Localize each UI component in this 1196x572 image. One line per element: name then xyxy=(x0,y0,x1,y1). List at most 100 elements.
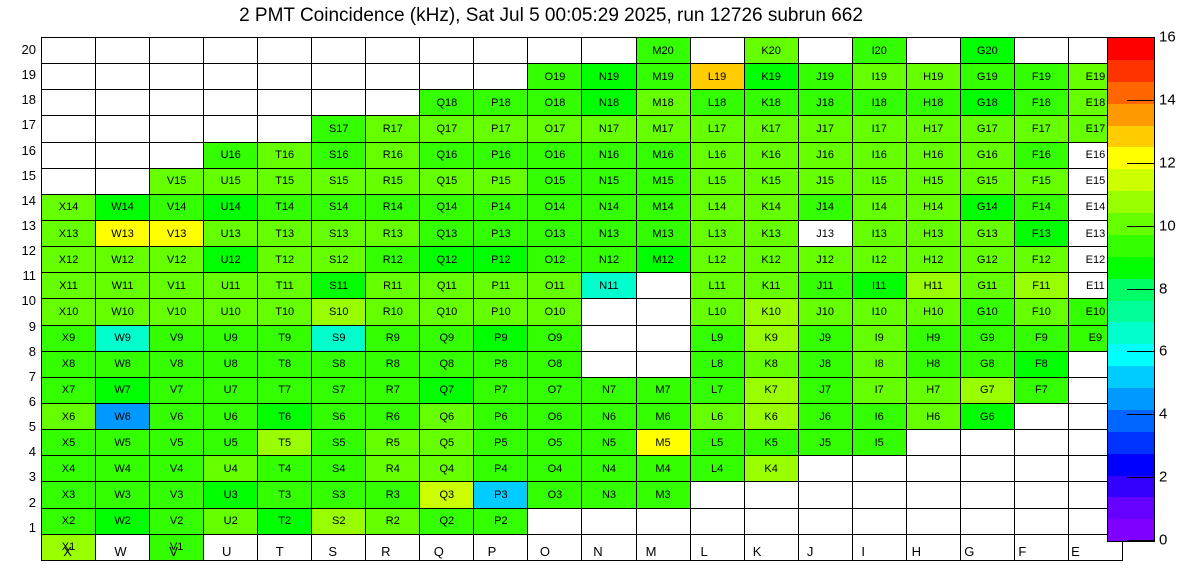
heatmap-cell-M12[interactable]: M12 xyxy=(635,246,691,274)
heatmap-cell-S2[interactable]: S2 xyxy=(311,507,367,535)
heatmap-cell-P2[interactable]: P2 xyxy=(473,507,529,535)
heatmap-cell-K10[interactable]: K10 xyxy=(743,298,799,326)
heatmap-cell-I10[interactable]: I10 xyxy=(851,298,907,326)
heatmap-cell-O12[interactable]: O12 xyxy=(527,246,583,274)
heatmap-cell-M15[interactable]: M15 xyxy=(635,167,691,195)
heatmap-cell-J5[interactable]: J5 xyxy=(797,429,853,457)
heatmap-cell-K7[interactable]: K7 xyxy=(743,376,799,404)
heatmap-cell-F13[interactable]: F13 xyxy=(1013,219,1069,248)
heatmap-cell-G12[interactable]: G12 xyxy=(959,246,1015,274)
heatmap-cell-L7[interactable]: L7 xyxy=(689,376,745,404)
heatmap-cell-U3[interactable]: U3 xyxy=(203,481,259,509)
heatmap-cell-T5[interactable]: T5 xyxy=(257,429,313,457)
heatmap-cell-I19[interactable]: I19 xyxy=(851,63,907,91)
heatmap-cell-G14[interactable]: G14 xyxy=(959,193,1015,221)
heatmap-cell-W7[interactable]: W7 xyxy=(95,376,151,404)
heatmap-cell-W10[interactable]: W10 xyxy=(95,298,151,326)
heatmap-cell-O4[interactable]: O4 xyxy=(527,455,583,483)
heatmap-cell-Q10[interactable]: Q10 xyxy=(419,298,475,326)
heatmap-cell-T4[interactable]: T4 xyxy=(257,455,313,483)
heatmap-cell-W2[interactable]: W2 xyxy=(95,507,151,535)
heatmap-cell-M19[interactable]: M19 xyxy=(635,63,691,91)
heatmap-cell-V6[interactable]: V6 xyxy=(149,402,205,431)
heatmap-cell-T9[interactable]: T9 xyxy=(257,324,313,352)
heatmap-cell-R7[interactable]: R7 xyxy=(365,376,421,404)
heatmap-cell-K8[interactable]: K8 xyxy=(743,350,799,378)
heatmap-cell-S6[interactable]: S6 xyxy=(311,402,367,431)
heatmap-cell-O14[interactable]: O14 xyxy=(527,193,583,221)
heatmap-cell-Q12[interactable]: Q12 xyxy=(419,246,475,274)
heatmap-cell-O8[interactable]: O8 xyxy=(527,350,583,378)
heatmap-cell-R15[interactable]: R15 xyxy=(365,167,421,195)
heatmap-cell-O5[interactable]: O5 xyxy=(527,429,583,457)
heatmap-cell-Q16[interactable]: Q16 xyxy=(419,141,475,169)
heatmap-cell-M20[interactable]: M20 xyxy=(635,36,691,65)
heatmap-cell-I20[interactable]: I20 xyxy=(851,36,907,65)
heatmap-cell-I14[interactable]: I14 xyxy=(851,193,907,221)
heatmap-cell-P8[interactable]: P8 xyxy=(473,350,529,378)
heatmap-cell-M16[interactable]: M16 xyxy=(635,141,691,169)
heatmap-cell-I12[interactable]: I12 xyxy=(851,246,907,274)
heatmap-cell-U9[interactable]: U9 xyxy=(203,324,259,352)
heatmap-cell-N12[interactable]: N12 xyxy=(581,246,637,274)
heatmap-cell-H13[interactable]: H13 xyxy=(905,219,961,248)
heatmap-cell-V12[interactable]: V12 xyxy=(149,246,205,274)
heatmap-cell-M5[interactable]: M5 xyxy=(635,429,691,457)
heatmap-cell-L15[interactable]: L15 xyxy=(689,167,745,195)
heatmap-cell-K16[interactable]: K16 xyxy=(743,141,799,169)
heatmap-cell-R13[interactable]: R13 xyxy=(365,219,421,248)
heatmap-cell-V9[interactable]: V9 xyxy=(149,324,205,352)
heatmap-cell-O18[interactable]: O18 xyxy=(527,89,583,117)
heatmap-cell-X6[interactable]: X6 xyxy=(40,402,97,431)
heatmap-cell-X3[interactable]: X3 xyxy=(40,481,97,509)
heatmap-cell-L19[interactable]: L19 xyxy=(689,63,745,91)
heatmap-cell-P16[interactable]: P16 xyxy=(473,141,529,169)
heatmap-cell-N6[interactable]: N6 xyxy=(581,402,637,431)
heatmap-cell-F19[interactable]: F19 xyxy=(1013,63,1069,91)
heatmap-cell-S7[interactable]: S7 xyxy=(311,376,367,404)
heatmap-cell-G19[interactable]: G19 xyxy=(959,63,1015,91)
heatmap-cell-S17[interactable]: S17 xyxy=(311,115,367,143)
heatmap-cell-K11[interactable]: K11 xyxy=(743,272,799,300)
heatmap-cell-X14[interactable]: X14 xyxy=(40,193,97,221)
heatmap-cell-W9[interactable]: W9 xyxy=(95,324,151,352)
heatmap-cell-X7[interactable]: X7 xyxy=(40,376,97,404)
heatmap-cell-M3[interactable]: M3 xyxy=(635,481,691,509)
heatmap-cell-R12[interactable]: R12 xyxy=(365,246,421,274)
heatmap-cell-L6[interactable]: L6 xyxy=(689,402,745,431)
heatmap-cell-O15[interactable]: O15 xyxy=(527,167,583,195)
heatmap-cell-Q8[interactable]: Q8 xyxy=(419,350,475,378)
heatmap-cell-F18[interactable]: F18 xyxy=(1013,89,1069,117)
heatmap-cell-R16[interactable]: R16 xyxy=(365,141,421,169)
heatmap-cell-O3[interactable]: O3 xyxy=(527,481,583,509)
heatmap-cell-T8[interactable]: T8 xyxy=(257,350,313,378)
heatmap-cell-N19[interactable]: N19 xyxy=(581,63,637,91)
heatmap-cell-J16[interactable]: J16 xyxy=(797,141,853,169)
heatmap-cell-K14[interactable]: K14 xyxy=(743,193,799,221)
heatmap-cell-Q3[interactable]: Q3 xyxy=(419,481,475,509)
heatmap-cell-R9[interactable]: R9 xyxy=(365,324,421,352)
heatmap-cell-J9[interactable]: J9 xyxy=(797,324,853,352)
heatmap-cell-V10[interactable]: V10 xyxy=(149,298,205,326)
heatmap-cell-Q5[interactable]: Q5 xyxy=(419,429,475,457)
heatmap-cell-M4[interactable]: M4 xyxy=(635,455,691,483)
heatmap-cell-J19[interactable]: J19 xyxy=(797,63,853,91)
heatmap-cell-T7[interactable]: T7 xyxy=(257,376,313,404)
heatmap-cell-J6[interactable]: J6 xyxy=(797,402,853,431)
heatmap-cell-J8[interactable]: J8 xyxy=(797,350,853,378)
heatmap-cell-H16[interactable]: H16 xyxy=(905,141,961,169)
heatmap-cell-M7[interactable]: M7 xyxy=(635,376,691,404)
heatmap-cell-N11[interactable]: N11 xyxy=(581,272,637,300)
heatmap-cell-U5[interactable]: U5 xyxy=(203,429,259,457)
heatmap-cell-Q6[interactable]: Q6 xyxy=(419,402,475,431)
heatmap-cell-U13[interactable]: U13 xyxy=(203,219,259,248)
heatmap-cell-T2[interactable]: T2 xyxy=(257,507,313,535)
heatmap-cell-M17[interactable]: M17 xyxy=(635,115,691,143)
heatmap-cell-R6[interactable]: R6 xyxy=(365,402,421,431)
heatmap-cell-K19[interactable]: K19 xyxy=(743,63,799,91)
heatmap-cell-I15[interactable]: I15 xyxy=(851,167,907,195)
heatmap-cell-I17[interactable]: I17 xyxy=(851,115,907,143)
heatmap-cell-N7[interactable]: N7 xyxy=(581,376,637,404)
heatmap-cell-H6[interactable]: H6 xyxy=(905,402,961,431)
heatmap-cell-P7[interactable]: P7 xyxy=(473,376,529,404)
